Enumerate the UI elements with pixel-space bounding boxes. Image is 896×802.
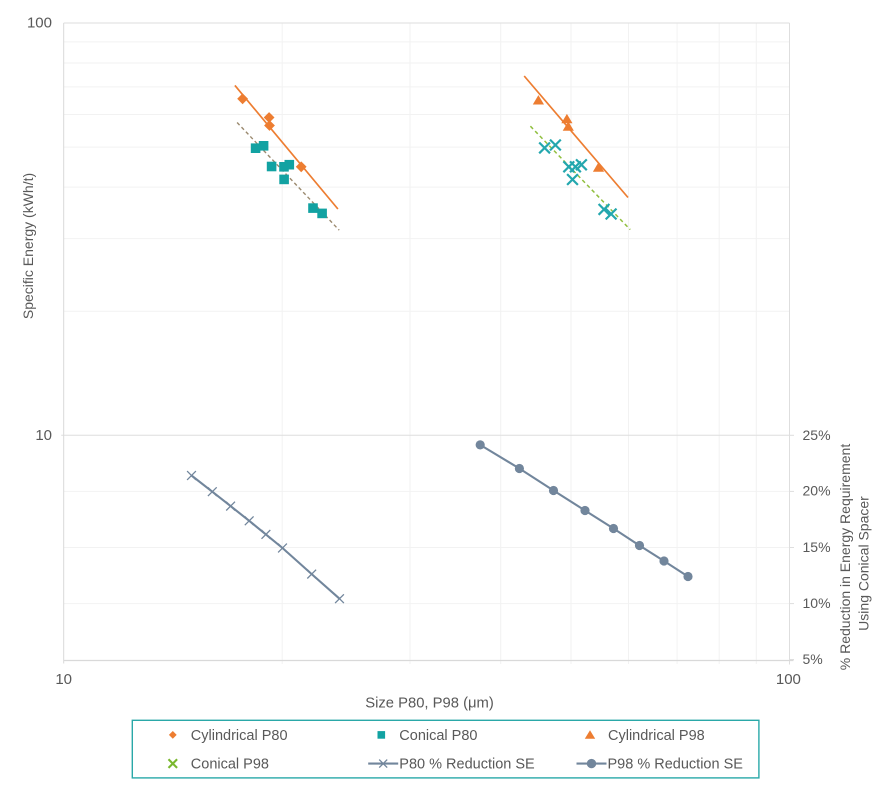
svg-text:10: 10 — [35, 427, 52, 444]
svg-text:5%: 5% — [803, 651, 823, 667]
svg-text:100: 100 — [27, 15, 52, 32]
svg-text:Conical P98: Conical P98 — [191, 757, 269, 773]
svg-text:10: 10 — [55, 671, 72, 688]
svg-text:Size P80, P98 (μm): Size P80, P98 (μm) — [365, 696, 494, 712]
svg-text:15%: 15% — [803, 539, 831, 555]
svg-text:% Reduction in Energy Requirem: % Reduction in Energy Requirement — [837, 444, 853, 671]
svg-text:Conical P80: Conical P80 — [399, 728, 477, 744]
svg-text:Cylindrical P98: Cylindrical P98 — [608, 728, 705, 744]
svg-text:10%: 10% — [803, 595, 831, 611]
svg-text:Specific Energy (kWh/t): Specific Energy (kWh/t) — [20, 173, 36, 319]
svg-text:Using Conical Spacer: Using Conical Spacer — [856, 496, 872, 631]
svg-text:20%: 20% — [803, 483, 831, 499]
svg-text:25%: 25% — [803, 427, 831, 443]
svg-text:P98 % Reduction SE: P98 % Reduction SE — [608, 757, 744, 773]
svg-text:Cylindrical P80: Cylindrical P80 — [191, 728, 288, 744]
svg-text:100: 100 — [776, 671, 801, 688]
svg-text:P80 % Reduction SE: P80 % Reduction SE — [399, 757, 535, 773]
